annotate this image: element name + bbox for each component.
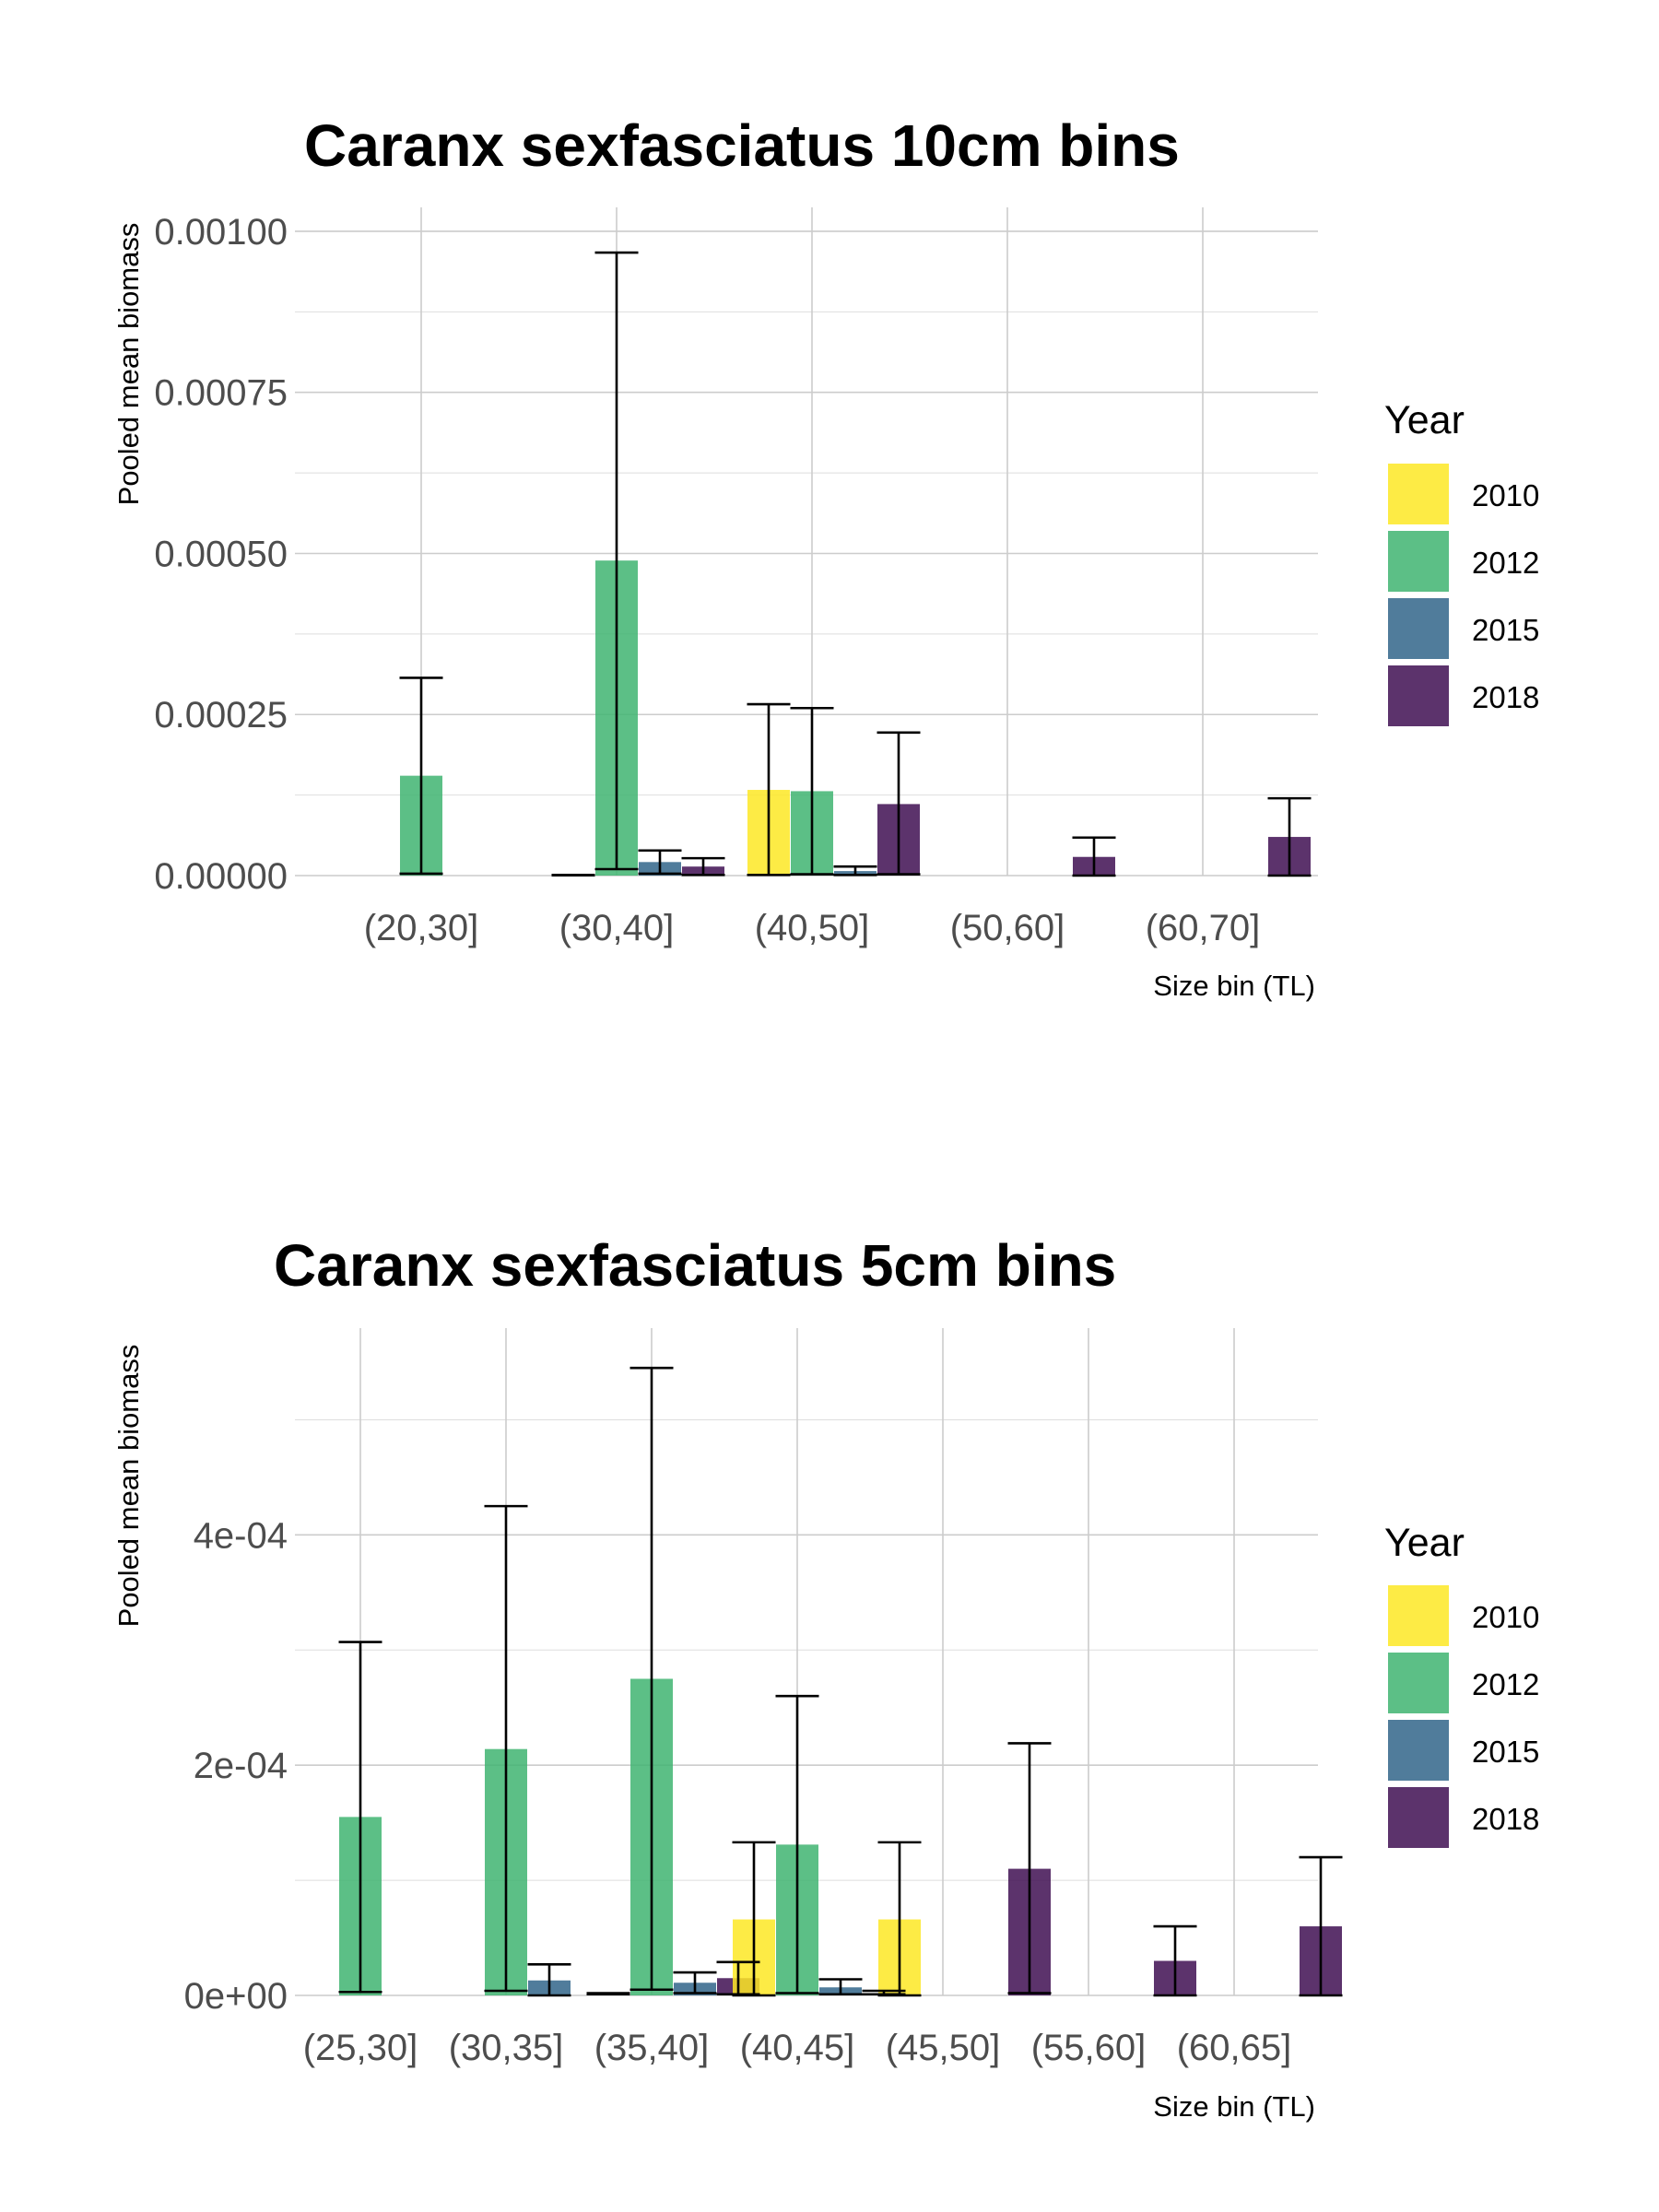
legend: Year 2010 2012 2015 2018 [1384,398,1539,726]
legend-title: Year [1384,398,1465,442]
legend-swatch-2015 [1388,1720,1449,1781]
error-bar-(60,70]-2018 [1267,796,1312,877]
legend: Year 2010 2012 2015 2018 [1384,1521,1539,1848]
legend-label-2012: 2012 [1472,546,1539,580]
x-tick-label: (60,70] [1146,908,1261,948]
y-tick-labels: 0e+00 2e-04 4e-04 [184,1515,288,2017]
x-axis-label: Size bin (TL) [1153,970,1315,1002]
chart-5cm-bins: Caranx sexfasciatus 5cm bins 0e+00 2e-04 4… [112,1232,1539,2123]
legend-label-2018: 2018 [1472,1802,1539,1836]
y-tick-label: 0.00000 [154,856,288,897]
y-tick-label: 4e-04 [194,1515,288,1556]
error-bar-(40,50]-2012 [790,706,834,876]
bars [400,560,1311,876]
x-tick-label: (30,35] [449,2028,564,2068]
x-tick-labels: (20,30] (30,40] (40,50] (50,60] (60,70] [364,908,1261,948]
legend-label-2010: 2010 [1472,478,1539,512]
y-tick-label: 0e+00 [184,1976,288,2017]
error-bar-(40,50]-2010 [747,702,791,877]
legend-label-2012: 2012 [1472,1667,1539,1701]
error-bar-(40,50]-2015 [833,865,877,877]
y-tick-label: 0.00100 [154,212,288,253]
error-bar-(35,40]-2015 [673,1971,717,1994]
bars [339,1678,1342,1995]
chart-title: Caranx sexfasciatus 10cm bins [304,112,1180,179]
error-bar-(40,45]-2012 [775,1694,819,1994]
legend-title: Year [1384,1521,1465,1565]
x-tick-label: (40,45] [740,2028,855,2068]
y-tick-label: 2e-04 [194,1746,288,1786]
grid-lines [295,207,1318,877]
error-bar-(40,45]-2010 [732,1841,776,1997]
error-bar-(50,60]-2018 [1072,836,1116,877]
x-tick-label: (30,40] [559,908,675,948]
x-tick-label: (20,30] [364,908,479,948]
y-tick-label: 0.00025 [154,695,288,735]
legend-swatch-2015 [1388,598,1449,659]
legend-swatch-2010 [1388,1585,1449,1646]
legend-label-2010: 2010 [1472,1600,1539,1634]
error-bar-(30,40]-2018 [681,856,725,877]
error-bar-(40,50]-2018 [877,731,921,876]
legend-label-2015: 2015 [1472,1735,1539,1769]
legend-label-2015: 2015 [1472,613,1539,647]
error-bar-(30,35]-2012 [484,1504,528,1993]
error-bar-(35,40]-2012 [629,1366,674,1992]
x-axis-label: Size bin (TL) [1153,2090,1315,2123]
y-tick-labels: 0.00000 0.00025 0.00050 0.00075 0.00100 [154,212,288,897]
x-tick-label: (35,40] [594,2028,710,2068]
error-bar-(45,50]-2010 [877,1841,922,1997]
legend-swatch-2010 [1388,464,1449,524]
error-bar-(30,40]-2012 [594,251,639,871]
x-tick-label: (55,60] [1031,2028,1147,2068]
error-bar-(20,30]-2012 [399,677,443,876]
error-bar-(30,40]-2015 [638,849,682,876]
error-bar-(30,35]-2015 [527,1962,571,1997]
error-bars [399,251,1312,877]
legend-swatch-2012 [1388,1653,1449,1713]
legend-swatch-2018 [1388,1787,1449,1848]
error-bars [338,1366,1343,1997]
error-bar-(55,60]-2018 [1153,1924,1197,1997]
y-axis-label: Pooled mean biomass [112,1345,145,1628]
x-tick-labels: (25,30] (30,35] (35,40] (40,45] (45,50] (55,6… [303,2028,1292,2068]
x-tick-label: (60,65] [1177,2028,1292,2068]
x-tick-label: (50,60] [950,908,1065,948]
legend-label-2018: 2018 [1472,680,1539,714]
y-tick-label: 0.00050 [154,534,288,574]
x-tick-label: (25,30] [303,2028,418,2068]
x-tick-label: (40,50] [755,908,870,948]
chart-10cm-bins: Caranx sexfasciatus 10cm bins 0.000000.0… [112,112,1539,1002]
error-bar-(45,50]-2018 [1007,1742,1052,1994]
chart-title: Caranx sexfasciatus 5cm bins [274,1232,1116,1299]
error-bar-(60,65]-2018 [1299,1855,1343,1997]
y-tick-label: 0.00075 [154,373,288,414]
legend-swatch-2018 [1388,665,1449,726]
legend-swatch-2012 [1388,531,1449,592]
error-bar-(25,30]-2012 [338,1641,382,1994]
error-bar-(40,45]-2015 [818,1978,863,1996]
y-axis-label: Pooled mean biomass [112,223,145,506]
x-tick-label: (45,50] [886,2028,1001,2068]
